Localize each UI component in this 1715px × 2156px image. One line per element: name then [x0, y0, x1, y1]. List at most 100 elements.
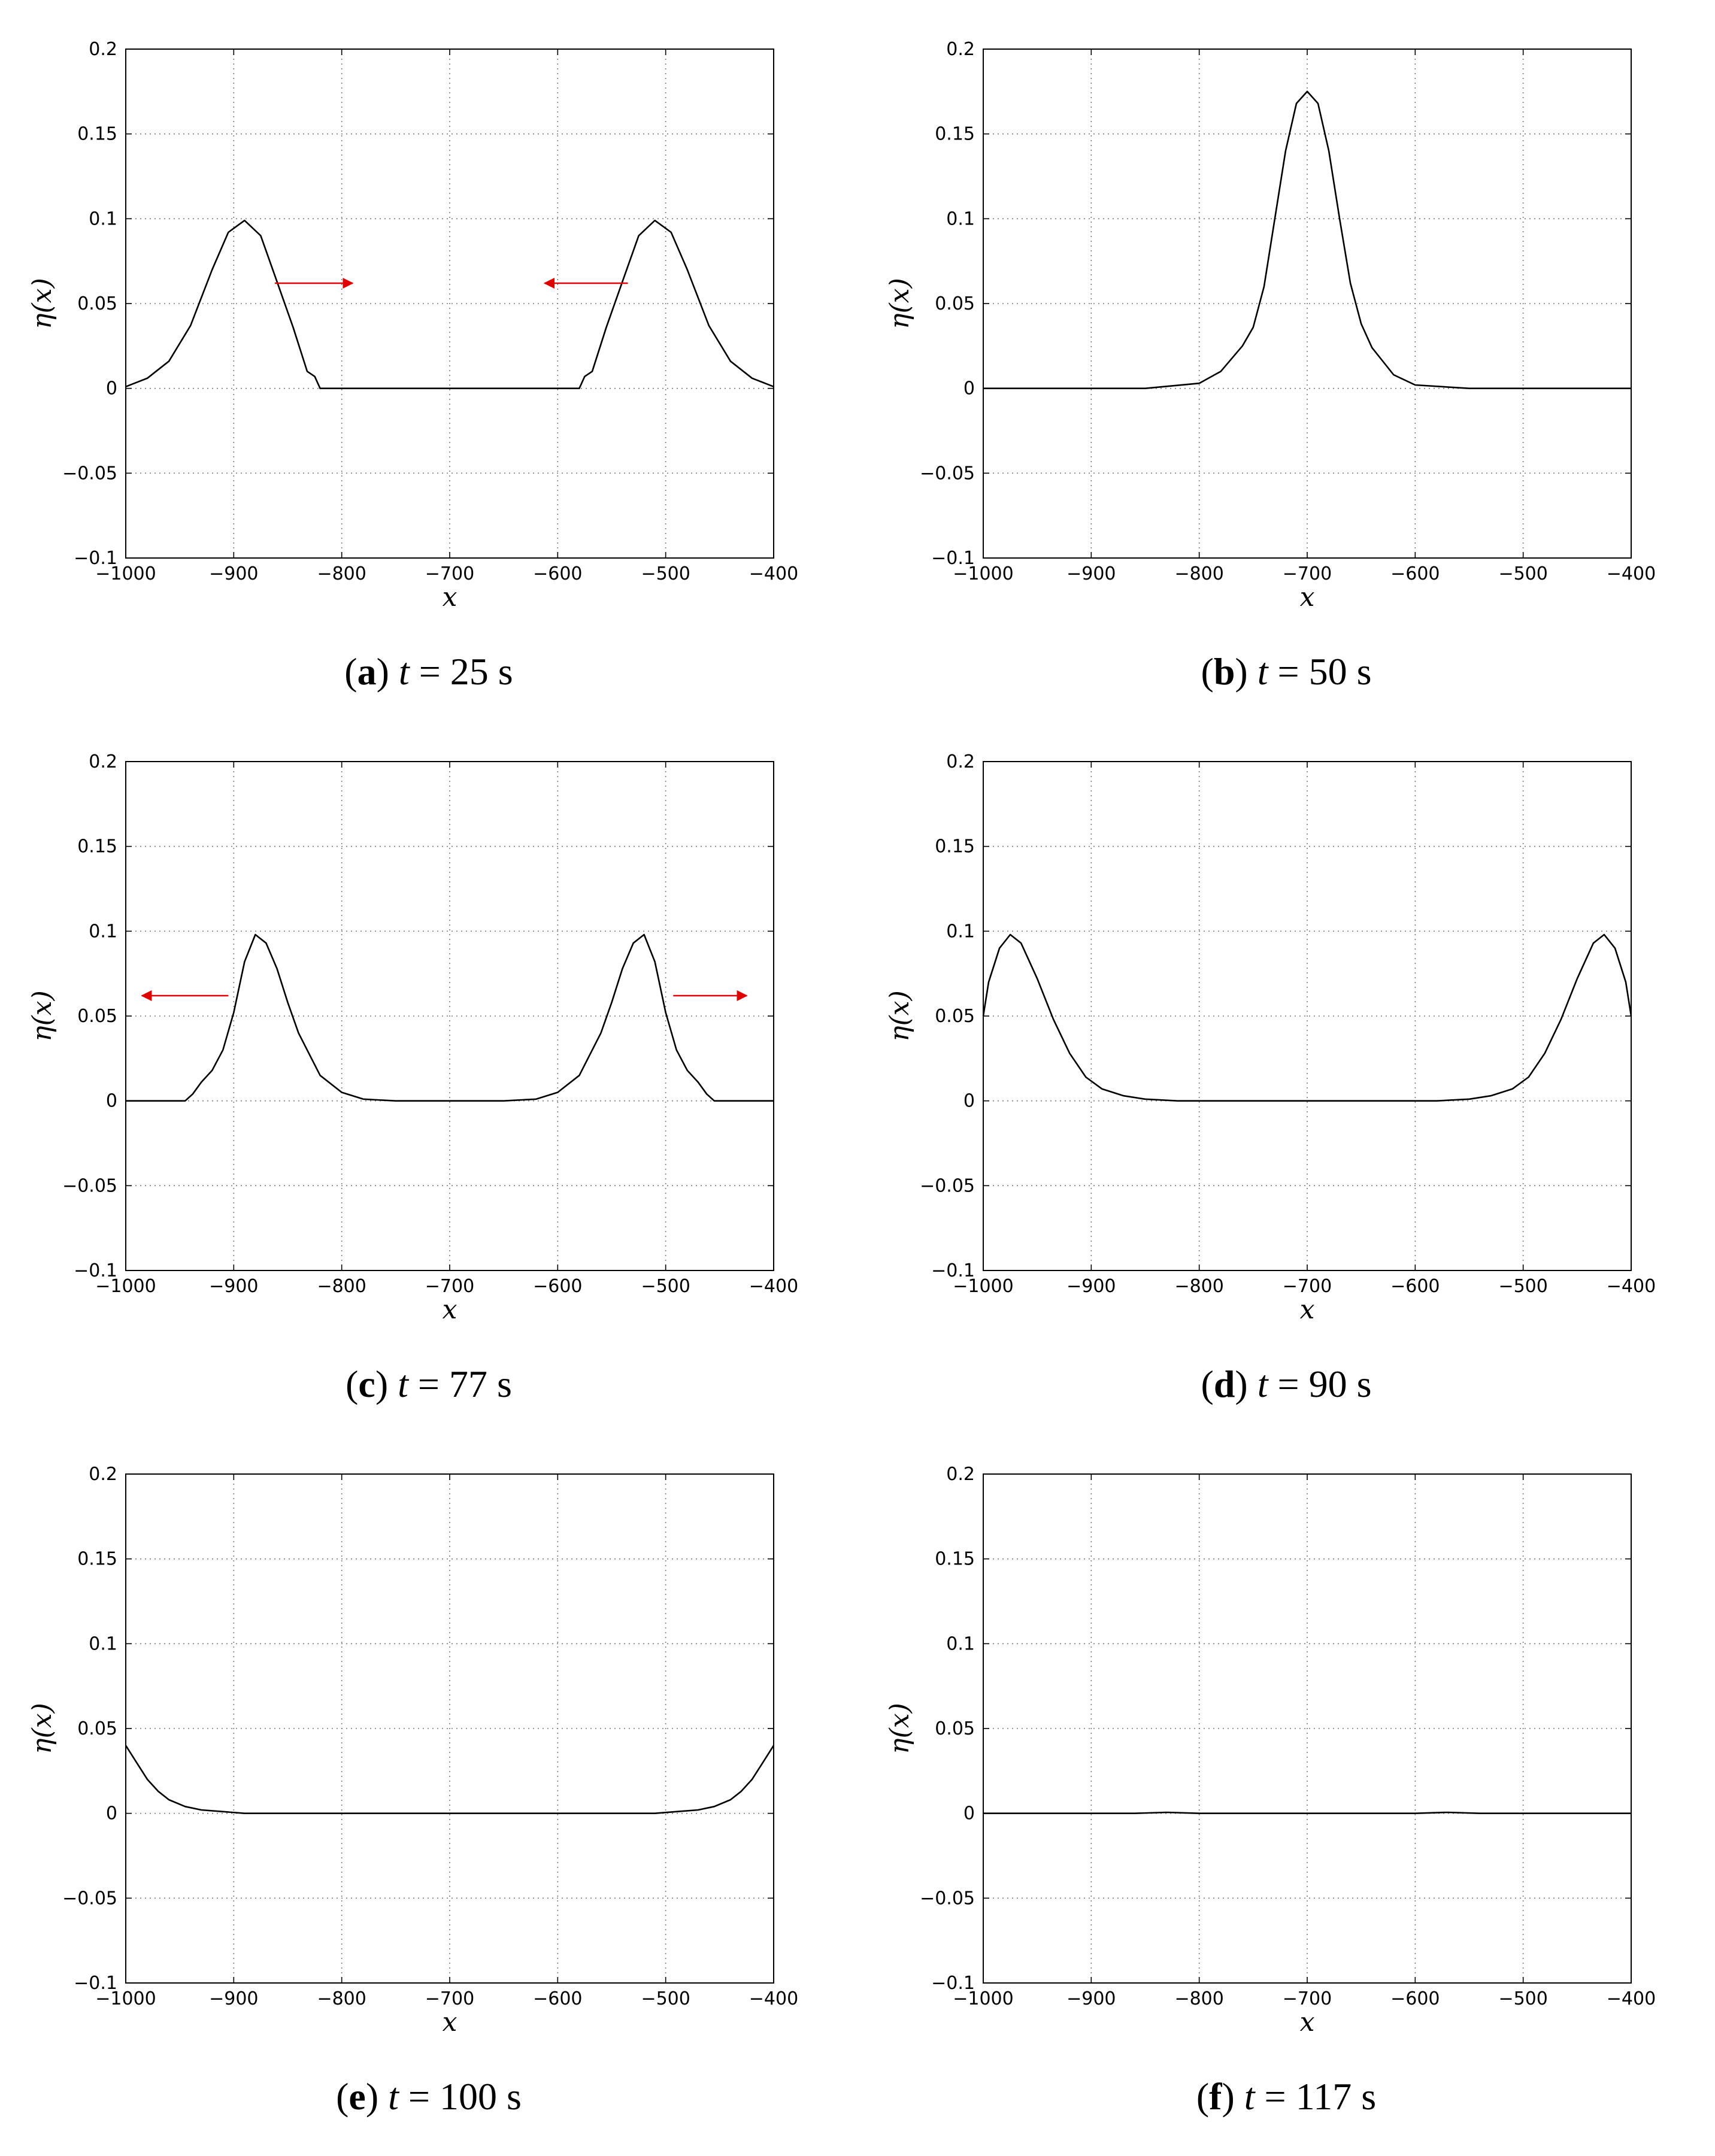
panel-f: −1000 −900 −800 −700 −600 −500 −400 −0.1 −0.05 0 0… — [858, 1425, 1715, 2137]
y-tick-label: −0.05 — [62, 463, 117, 484]
y-tick-label: 0.15 — [77, 124, 117, 145]
series-line-eta — [125, 1745, 775, 1815]
x-axis-label: x — [1300, 2007, 1315, 2037]
caption-f: (f) t = 117 s — [1196, 2075, 1377, 2118]
panel-a: −1000 −900 −800 −700 −600 −500 −400 −0.1 −0.05 0 0… — [0, 0, 858, 712]
axes-frame — [125, 761, 774, 1271]
caption-e: (e) t = 100 s — [336, 2075, 522, 2118]
caption-var: t — [388, 2075, 399, 2118]
x-tick-label: −900 — [1066, 1276, 1116, 1297]
caption-eq: = — [419, 650, 441, 693]
x-tick-label: −1000 — [95, 563, 156, 584]
x-tick-label: −500 — [641, 563, 690, 584]
x-tick-label: −600 — [533, 563, 582, 584]
y-axis-label: η(x) — [884, 990, 915, 1042]
x-tick-label: −600 — [1390, 1276, 1440, 1297]
x-tick-label: −800 — [1174, 563, 1223, 584]
panel-d: −1000 −900 −800 −700 −600 −500 −400 −0.1 −0.05 0 0… — [858, 712, 1715, 1425]
caption-d: (d) t = 90 s — [1201, 1363, 1372, 1405]
caption-eq: = — [417, 1363, 440, 1405]
y-tick-label: 0.1 — [946, 208, 975, 229]
y-tick-label: −0.05 — [62, 1888, 117, 1909]
y-tick-label: 0.15 — [935, 836, 975, 857]
caption-eq: = — [1277, 1363, 1299, 1405]
y-tick-label: 0 — [106, 378, 117, 399]
y-tick-label: 0.2 — [89, 1464, 117, 1485]
x-tick-label: −400 — [1607, 1988, 1656, 2009]
y-tick-label: −0.1 — [74, 1260, 117, 1281]
y-axis-label: η(x) — [27, 1703, 57, 1754]
caption-value: 25 s — [450, 650, 513, 693]
caption-label: e — [349, 2075, 366, 2118]
caption-label: b — [1213, 650, 1235, 693]
y-axis-label: η(x) — [884, 1703, 915, 1754]
y-tick-label: 0.2 — [946, 751, 975, 772]
y-tick-label: 0.15 — [77, 836, 117, 857]
caption-label: c — [358, 1363, 375, 1405]
caption-value: 117 s — [1295, 2075, 1377, 2118]
y-tick-label: 0.1 — [89, 921, 117, 942]
caption-label: d — [1213, 1363, 1235, 1405]
y-tick-label: −0.05 — [920, 1175, 975, 1196]
x-tick-label: −700 — [425, 563, 474, 584]
y-tick-label: 0.05 — [77, 293, 117, 314]
chart-a: −1000 −900 −800 −700 −600 −500 −400 −0.1 −0.05 0 0… — [27, 39, 798, 612]
x-tick-label: −800 — [1174, 1276, 1223, 1297]
x-tick-label: −500 — [1498, 1988, 1547, 2009]
caption-b: (b) t = 50 s — [1201, 650, 1372, 693]
chart-f: −1000 −900 −800 −700 −600 −500 −400 −0.1 −0.05 0 0… — [884, 1464, 1656, 2037]
caption-var: t — [398, 650, 410, 693]
caption-value: 100 s — [440, 2075, 522, 2118]
x-tick-label: −400 — [749, 1276, 798, 1297]
y-tick-label: 0.1 — [946, 1633, 975, 1654]
x-tick-label: −500 — [1498, 1276, 1547, 1297]
y-tick-label: 0.15 — [935, 124, 975, 145]
x-tick-label: −500 — [1498, 563, 1547, 584]
x-tick-label: −600 — [533, 1276, 582, 1297]
series-line-eta — [982, 933, 1632, 1102]
y-tick-label: −0.05 — [920, 463, 975, 484]
x-tick-label: −1000 — [953, 563, 1013, 584]
chart-b: −1000 −900 −800 −700 −600 −500 −400 −0.1 −0.05 0 0… — [884, 39, 1656, 612]
y-tick-label: 0 — [963, 1803, 975, 1824]
y-tick-label: 0.05 — [935, 1718, 975, 1739]
y-tick-label: −0.1 — [931, 1260, 975, 1281]
caption-value: 50 s — [1308, 650, 1372, 693]
axes-frame — [983, 48, 1632, 559]
y-tick-label: 0.05 — [77, 1718, 117, 1739]
x-tick-label: −1000 — [953, 1988, 1013, 2009]
x-tick-label: −900 — [209, 1988, 258, 2009]
x-tick-label: −600 — [533, 1988, 582, 2009]
caption-var: t — [1257, 650, 1268, 693]
x-axis-label: x — [443, 582, 457, 612]
y-tick-label: 0 — [963, 1091, 975, 1112]
y-tick-label: −0.05 — [62, 1175, 117, 1196]
y-tick-label: −0.05 — [920, 1888, 975, 1909]
y-tick-label: 0.2 — [89, 751, 117, 772]
y-tick-label: 0 — [106, 1803, 117, 1824]
x-tick-label: −800 — [317, 563, 366, 584]
panel-b: −1000 −900 −800 −700 −600 −500 −400 −0.1 −0.05 0 0… — [858, 0, 1715, 712]
panel-e: −1000 −900 −800 −700 −600 −500 −400 −0.1 −0.05 0 0… — [0, 1425, 858, 2137]
x-tick-label: −1000 — [953, 1276, 1013, 1297]
caption-var: t — [398, 1363, 408, 1405]
x-tick-label: −700 — [1283, 1276, 1332, 1297]
caption-c: (c) t = 77 s — [346, 1363, 512, 1405]
y-tick-label: 0.05 — [77, 1006, 117, 1027]
x-tick-label: −600 — [1390, 563, 1440, 584]
x-tick-label: −1000 — [95, 1276, 156, 1297]
x-tick-label: −800 — [317, 1276, 366, 1297]
y-tick-label: 0 — [963, 378, 975, 399]
y-tick-label: 0.2 — [89, 39, 117, 60]
x-tick-label: −800 — [1174, 1988, 1223, 2009]
y-tick-label: 0.1 — [89, 1633, 117, 1654]
y-axis-label: η(x) — [27, 990, 57, 1042]
x-tick-label: −900 — [209, 563, 258, 584]
axes-frame — [125, 48, 774, 559]
x-tick-label: −400 — [749, 563, 798, 584]
axes-frame — [983, 1473, 1632, 1984]
caption-value: 77 s — [449, 1363, 512, 1405]
chart-e: −1000 −900 −800 −700 −600 −500 −400 −0.1 −0.05 0 0… — [27, 1464, 798, 2037]
series-line-eta — [126, 933, 774, 1102]
